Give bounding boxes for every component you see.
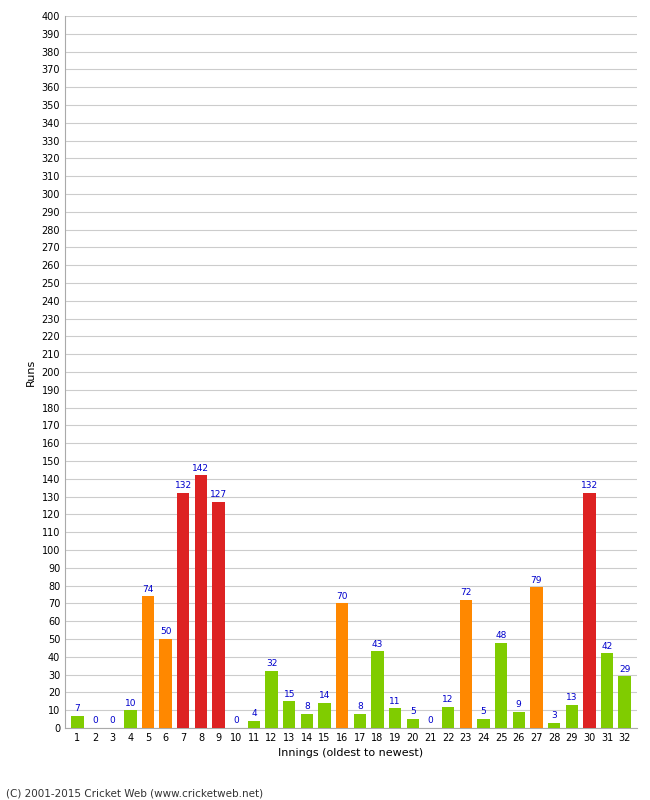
X-axis label: Innings (oldest to newest): Innings (oldest to newest) [278, 749, 424, 758]
Text: 72: 72 [460, 588, 471, 597]
Bar [213, 502, 225, 728]
Bar [248, 721, 260, 728]
Bar [530, 587, 543, 728]
Text: 29: 29 [619, 665, 630, 674]
Text: 8: 8 [357, 702, 363, 711]
Bar [583, 493, 595, 728]
Text: 3: 3 [551, 711, 557, 720]
Text: 0: 0 [110, 716, 116, 726]
Text: 13: 13 [566, 693, 577, 702]
Text: 11: 11 [389, 697, 401, 706]
Bar [301, 714, 313, 728]
Bar [318, 703, 331, 728]
Text: 70: 70 [337, 592, 348, 601]
Text: 32: 32 [266, 659, 278, 668]
Text: 0: 0 [428, 716, 434, 726]
Text: 127: 127 [210, 490, 227, 499]
Bar [548, 722, 560, 728]
Bar [142, 596, 154, 728]
Bar [265, 671, 278, 728]
Bar [618, 676, 630, 728]
Bar [389, 709, 401, 728]
Text: 12: 12 [443, 695, 454, 704]
Bar [72, 715, 84, 728]
Bar [407, 719, 419, 728]
Text: 8: 8 [304, 702, 310, 711]
Text: 42: 42 [601, 642, 612, 650]
Text: 79: 79 [530, 576, 542, 585]
Bar [283, 702, 295, 728]
Bar [177, 493, 189, 728]
Text: 43: 43 [372, 640, 383, 649]
Bar [495, 642, 507, 728]
Text: 0: 0 [233, 716, 239, 726]
Text: 142: 142 [192, 463, 209, 473]
Text: 48: 48 [495, 631, 507, 640]
Text: 50: 50 [160, 627, 172, 636]
Text: 74: 74 [142, 585, 153, 594]
Bar [371, 651, 384, 728]
Bar [159, 639, 172, 728]
Bar [124, 710, 136, 728]
Bar [601, 654, 613, 728]
Text: 0: 0 [92, 716, 98, 726]
Text: 132: 132 [580, 482, 598, 490]
Bar [477, 719, 489, 728]
Text: 9: 9 [516, 700, 521, 710]
Text: 4: 4 [251, 710, 257, 718]
Bar [195, 475, 207, 728]
Bar [442, 706, 454, 728]
Text: 14: 14 [319, 691, 330, 701]
Y-axis label: Runs: Runs [26, 358, 36, 386]
Text: 132: 132 [175, 482, 192, 490]
Text: 7: 7 [75, 704, 80, 713]
Text: 5: 5 [480, 707, 486, 717]
Bar [336, 603, 348, 728]
Text: 15: 15 [283, 690, 295, 698]
Bar [460, 600, 472, 728]
Bar [566, 705, 578, 728]
Text: 5: 5 [410, 707, 415, 717]
Text: (C) 2001-2015 Cricket Web (www.cricketweb.net): (C) 2001-2015 Cricket Web (www.cricketwe… [6, 788, 264, 798]
Bar [354, 714, 366, 728]
Text: 10: 10 [125, 698, 136, 707]
Bar [513, 712, 525, 728]
